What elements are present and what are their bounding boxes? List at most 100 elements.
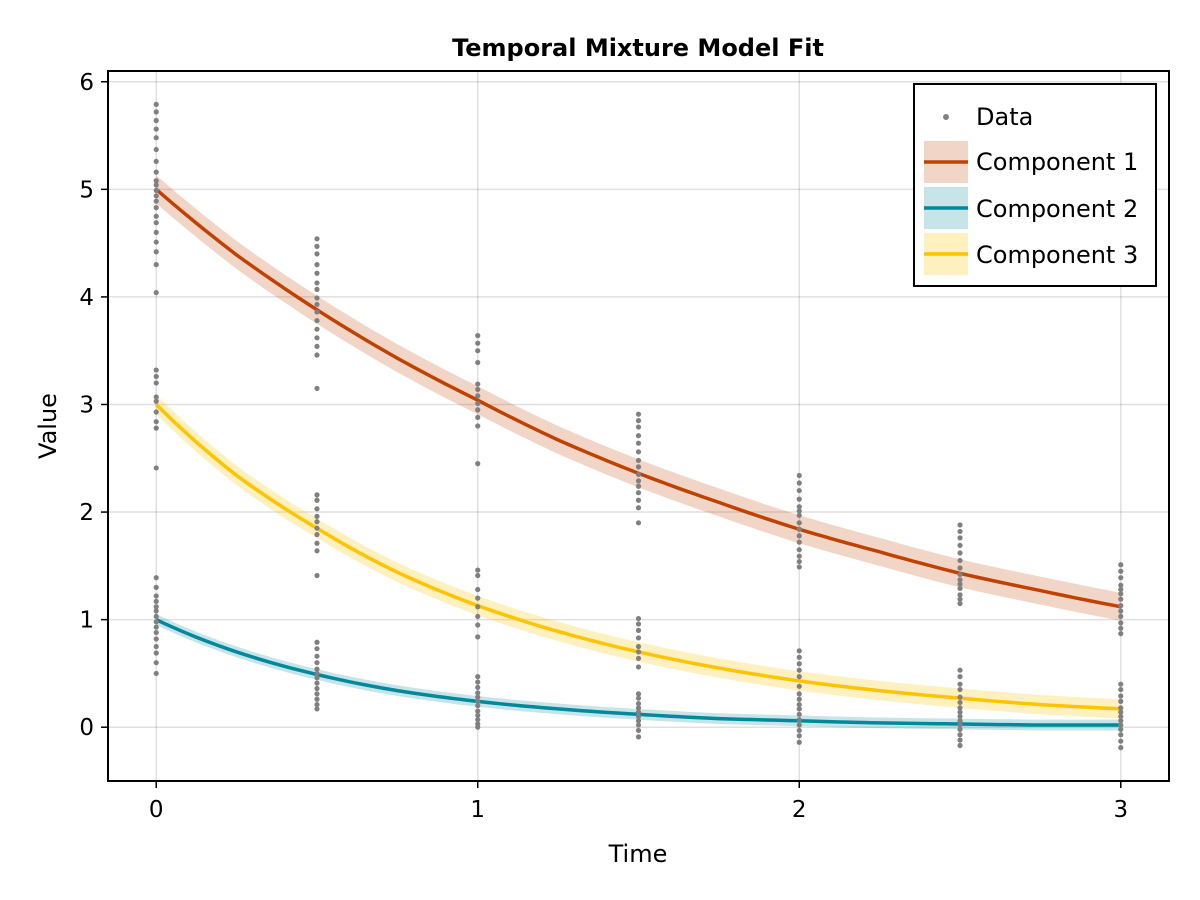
data-point <box>314 352 320 358</box>
data-point <box>1118 608 1124 614</box>
legend-label-data: Data <box>976 103 1033 131</box>
data-point <box>153 126 159 132</box>
data-point <box>475 622 481 628</box>
data-point <box>957 585 963 592</box>
x-tick-label: 0 <box>149 797 164 823</box>
data-point <box>957 674 963 680</box>
data-point <box>153 629 159 636</box>
data-point <box>1118 613 1124 620</box>
data-point <box>635 621 642 627</box>
data-point <box>153 135 159 141</box>
data-point <box>796 553 802 559</box>
tick-layer: 0 1 2 3 0 1 2 3 4 5 6 <box>79 70 1128 823</box>
y-tick-label: 6 <box>79 70 94 96</box>
data-point <box>796 526 802 532</box>
data-point <box>1118 582 1124 588</box>
x-tick-label: 3 <box>1113 797 1128 823</box>
data-point <box>957 581 963 587</box>
data-point <box>635 705 642 711</box>
data-point <box>957 737 963 743</box>
data-point <box>1118 631 1124 637</box>
data-point <box>957 550 963 556</box>
data-point <box>153 117 159 124</box>
data-point <box>957 596 963 602</box>
data-point <box>153 213 159 219</box>
data-point <box>153 193 159 199</box>
data-point <box>475 717 481 723</box>
data-point <box>314 236 320 242</box>
y-tick-label: 0 <box>79 715 94 741</box>
data-point <box>314 653 320 659</box>
data-point <box>314 513 320 519</box>
data-point <box>475 724 481 730</box>
data-point <box>153 220 159 226</box>
data-point <box>314 317 320 324</box>
data-point <box>153 670 159 677</box>
data-point <box>957 522 963 528</box>
data-point <box>475 333 481 339</box>
data-point <box>475 407 481 413</box>
data-point <box>475 386 481 393</box>
data-point <box>635 643 642 650</box>
data-point <box>153 262 159 268</box>
data-point <box>153 146 159 153</box>
data-point <box>635 418 642 424</box>
data-point <box>1118 738 1124 744</box>
data-point <box>635 490 642 496</box>
data-point <box>796 547 802 553</box>
data-point <box>796 648 802 654</box>
data-point <box>314 646 320 652</box>
data-point <box>153 101 159 107</box>
data-point <box>635 483 642 489</box>
data-point <box>475 359 481 366</box>
data-point <box>153 182 159 188</box>
data-point <box>153 205 159 211</box>
data-point <box>153 373 159 380</box>
data-point <box>475 595 481 601</box>
plot-frame <box>107 70 1170 782</box>
data-point <box>314 326 320 332</box>
data-point <box>635 411 642 417</box>
data-point <box>635 664 642 670</box>
data-point <box>314 243 320 249</box>
data-point <box>314 680 320 686</box>
legend-label-component-2: Component 2 <box>976 195 1138 223</box>
data-point <box>1118 591 1124 597</box>
x-tick-label: 1 <box>470 797 485 823</box>
data-point <box>635 424 642 430</box>
data-point <box>957 600 963 607</box>
x-axis-label: Time <box>608 840 668 868</box>
data-point <box>153 380 159 386</box>
data-point <box>314 696 320 702</box>
data-point <box>796 674 802 680</box>
data-point <box>796 508 802 514</box>
data-point <box>314 343 320 349</box>
data-point <box>314 270 320 276</box>
data-point <box>475 423 481 429</box>
data-point <box>314 660 320 666</box>
legend-data-marker <box>943 114 949 120</box>
data-point <box>1118 568 1124 574</box>
data-point <box>314 691 320 697</box>
data-point <box>957 726 963 732</box>
data-point <box>796 472 802 479</box>
data-point <box>957 686 963 693</box>
data-point <box>957 592 963 598</box>
data-point <box>314 497 320 503</box>
data-point <box>153 593 159 599</box>
data-point <box>635 718 642 724</box>
data-point <box>314 670 320 677</box>
chart-title: Temporal Mixture Model Fit <box>452 34 824 62</box>
data-point <box>635 713 642 720</box>
data-point <box>957 718 963 724</box>
data-point <box>796 733 802 739</box>
data-point <box>957 667 963 673</box>
data-point <box>153 598 159 604</box>
data-point <box>1118 722 1124 728</box>
data-point <box>796 512 802 518</box>
data-point <box>796 533 802 539</box>
y-tick-label: 4 <box>79 285 94 311</box>
data-point <box>796 727 802 734</box>
data-point <box>957 528 963 535</box>
data-point <box>796 702 802 708</box>
